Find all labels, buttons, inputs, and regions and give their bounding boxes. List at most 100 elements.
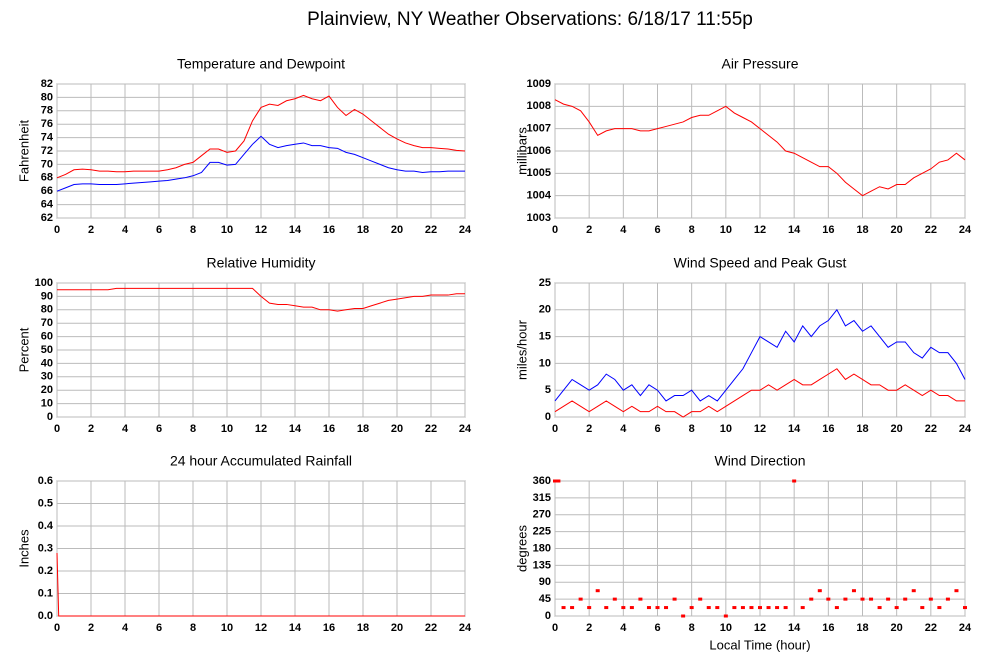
point [570, 606, 575, 610]
point [758, 606, 762, 610]
point [937, 606, 942, 610]
x-tick-label: 4 [122, 423, 129, 435]
x-tick-label: 20 [891, 622, 903, 634]
point [689, 606, 694, 610]
point [706, 606, 711, 610]
x-tick-label: 0 [54, 423, 60, 435]
point [826, 597, 831, 601]
x-tick-label: 0 [552, 622, 558, 634]
y-tick-label: 225 [533, 526, 551, 538]
y-tick-label: 0.3 [38, 542, 53, 554]
x-tick-label: 18 [856, 224, 868, 236]
y-tick-label: 30 [41, 371, 53, 383]
x-tick-label: 8 [689, 423, 695, 435]
y-tick-label: 0 [47, 411, 53, 423]
x-tick-label: 16 [323, 423, 335, 435]
y-tick-label: 72 [41, 145, 53, 157]
x-tick-label: 6 [156, 423, 162, 435]
x-tick-label: 24 [459, 423, 472, 435]
x-tick-label: 4 [122, 622, 129, 634]
y-tick-label: 70 [41, 158, 53, 170]
point [715, 606, 720, 610]
y-tick-label: 82 [41, 78, 53, 90]
x-tick-label: 12 [255, 622, 267, 634]
x-tick-label: 10 [720, 423, 732, 435]
x-tick-label: 2 [88, 224, 94, 236]
x-tick-label: 24 [959, 224, 972, 236]
x-tick-label: 10 [221, 423, 233, 435]
x-tick-label: 8 [689, 622, 695, 634]
y-tick-label: 360 [533, 475, 551, 487]
x-tick-label: 18 [357, 423, 369, 435]
point [595, 589, 600, 593]
y-tick-label: 62 [41, 212, 53, 224]
x-tick-label: 12 [754, 224, 766, 236]
point [894, 606, 899, 610]
panel-title: Wind Direction [714, 453, 805, 469]
x-tick-label: 14 [788, 224, 801, 236]
y-tick-label: 315 [533, 492, 551, 504]
y-axis-label: degrees [514, 525, 529, 572]
y-tick-label: 1008 [527, 100, 551, 112]
y-tick-label: 1007 [527, 123, 551, 135]
x-tick-label: 4 [620, 423, 627, 435]
x-tick-label: 20 [391, 423, 403, 435]
x-tick-label: 2 [586, 622, 592, 634]
x-tick-label: 24 [959, 622, 972, 634]
x-tick-label: 20 [391, 622, 403, 634]
y-tick-label: 5 [545, 384, 551, 396]
point [817, 589, 822, 593]
point [587, 606, 592, 610]
x-axis-label: Local Time (hour) [709, 637, 810, 652]
y-tick-label: 80 [41, 91, 53, 103]
x-tick-label: 8 [190, 224, 196, 236]
x-tick-label: 0 [552, 423, 558, 435]
series-line [554, 308, 966, 402]
y-tick-label: 0.4 [38, 520, 54, 532]
x-tick-label: 2 [586, 224, 592, 236]
y-tick-label: 1005 [527, 167, 551, 179]
point [945, 597, 950, 601]
y-tick-label: 0.2 [38, 565, 53, 577]
point [800, 606, 805, 610]
y-tick-label: 80 [41, 304, 53, 316]
point [578, 597, 583, 601]
y-tick-label: 10 [539, 357, 551, 369]
x-tick-label: 4 [122, 224, 129, 236]
point [604, 606, 609, 610]
x-tick-label: 14 [788, 423, 801, 435]
x-tick-label: 12 [255, 423, 267, 435]
y-tick-label: 60 [41, 331, 53, 343]
x-tick-label: 20 [391, 224, 403, 236]
point [783, 606, 788, 610]
x-tick-label: 0 [54, 224, 60, 236]
y-axis-label: Fahrenheit [16, 120, 31, 183]
x-tick-label: 22 [425, 423, 437, 435]
point [869, 597, 874, 601]
y-tick-label: 70 [41, 317, 53, 329]
x-tick-label: 2 [88, 423, 94, 435]
x-tick-label: 18 [856, 622, 868, 634]
x-tick-label: 2 [586, 423, 592, 435]
x-tick-label: 24 [459, 224, 472, 236]
point [963, 606, 967, 610]
x-tick-label: 8 [190, 622, 196, 634]
y-tick-label: 180 [533, 542, 551, 554]
y-tick-label: 10 [41, 398, 53, 410]
x-tick-label: 18 [856, 423, 868, 435]
x-tick-label: 16 [323, 224, 335, 236]
x-tick-label: 12 [255, 224, 267, 236]
x-tick-label: 22 [925, 224, 937, 236]
point [672, 597, 677, 601]
point [621, 606, 626, 610]
x-tick-label: 6 [654, 423, 660, 435]
y-tick-label: 1003 [527, 212, 551, 224]
y-tick-label: 15 [539, 331, 551, 343]
x-tick-label: 24 [459, 622, 472, 634]
series-line [56, 94, 466, 179]
y-axis-label: millibars [514, 127, 529, 175]
point [681, 614, 686, 618]
y-tick-label: 1006 [527, 145, 551, 157]
x-tick-label: 20 [891, 224, 903, 236]
